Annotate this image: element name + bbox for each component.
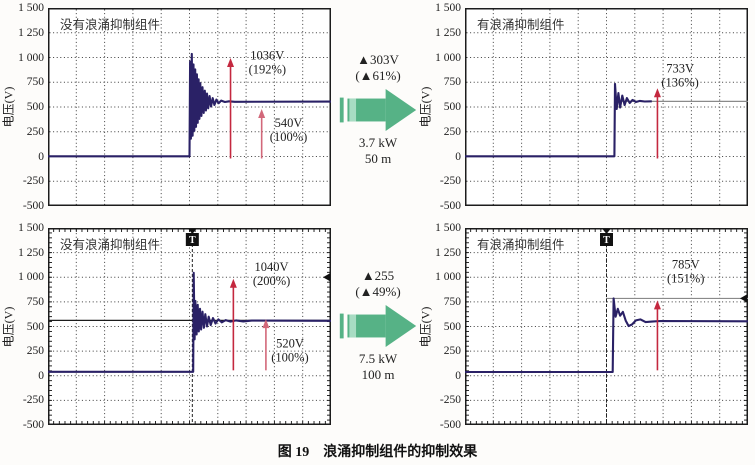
measurement-arrow-head-icon — [653, 88, 661, 98]
y-axis-tick: 0 — [38, 150, 44, 163]
value-annotation: (100%) — [270, 130, 308, 144]
trigger-marker — [185, 233, 199, 246]
measurement-arrow-head-icon — [229, 278, 237, 288]
delta-percent-label: (▲61%) — [355, 68, 401, 83]
transition-annotation-top: ▲303V (▲61%) 3.7 kW 50 m — [332, 52, 424, 167]
plot-border — [48, 228, 331, 425]
y-axis-tick: 0 — [38, 369, 44, 382]
y-axis-tick: 1 500 — [435, 222, 461, 234]
y-axis-tick: 1 500 — [18, 2, 44, 14]
voltage-trace — [465, 297, 748, 374]
y-axis-tick: 1 250 — [18, 246, 44, 259]
figure-number: 图 19 — [277, 445, 310, 460]
y-axis-tick: 1 250 — [435, 246, 461, 259]
distance-label: 100 m — [361, 367, 395, 382]
y-axis-tick: 500 — [26, 320, 44, 333]
y-axis-tick: 1 500 — [435, 2, 461, 14]
trigger-label: T — [603, 235, 610, 246]
plot-border — [465, 228, 748, 425]
y-axis-tick: 1 000 — [18, 51, 44, 64]
distance-label: 50 m — [364, 151, 392, 166]
value-annotation: 1036V — [250, 48, 284, 62]
trigger-label: T — [189, 235, 196, 246]
delta-voltage-label: ▲255 — [361, 268, 395, 283]
trigger-marker — [600, 233, 613, 246]
measurement-arrow-head-icon — [227, 57, 235, 67]
measurement-arrow-head-icon — [262, 319, 270, 329]
chart-plot: T 785V(151%) 有浪涌抑制组件 — [465, 228, 748, 425]
y-axis-tick: 750 — [26, 295, 44, 308]
plot-border — [465, 8, 748, 206]
trigger-arrow-icon — [188, 229, 197, 234]
measurement-arrow-head-icon — [258, 108, 266, 118]
value-annotation: 733V — [666, 61, 694, 75]
y-axis-tick: -250 — [439, 175, 461, 188]
voltage-trace — [465, 82, 652, 158]
value-annotation: 520V — [276, 337, 304, 351]
figure-title: 浪涌抑制组件的抑制效果 — [323, 445, 478, 460]
value-annotation: (192%) — [249, 62, 287, 76]
plot-border — [48, 8, 331, 206]
y-axis-tick: -250 — [22, 394, 44, 407]
power-label: 3.7 kW — [358, 135, 398, 150]
y-axis-tick: -500 — [439, 419, 461, 431]
value-annotation: (100%) — [271, 351, 309, 365]
chart-plot: 733V(136%) 有浪涌抑制组件 — [465, 8, 748, 206]
y-axis-tick: 750 — [26, 76, 44, 89]
voltage-trace — [48, 271, 331, 373]
value-annotation: 1040V — [255, 260, 289, 274]
chart-title: 没有浪涌抑制组件 — [60, 237, 160, 252]
value-annotation: (136%) — [661, 75, 699, 89]
measurement-arrow-head-icon — [653, 300, 661, 310]
green-right-arrow-icon — [339, 89, 417, 131]
y-axis-tick: -500 — [22, 200, 44, 212]
y-axis-tick: -500 — [439, 200, 461, 212]
y-axis-tick: -250 — [439, 394, 461, 407]
y-axis-tick: 500 — [26, 101, 44, 113]
green-right-arrow-icon — [339, 305, 417, 347]
edge-cursor-icon — [323, 273, 330, 282]
chart-title: 有浪涌抑制组件 — [477, 237, 565, 252]
value-annotation: (151%) — [667, 271, 705, 285]
y-axis-label: 电压(V) — [1, 86, 16, 128]
value-annotation: (200%) — [253, 274, 291, 288]
y-axis-label: 电压(V) — [1, 306, 16, 347]
value-annotation: 785V — [672, 257, 700, 271]
y-axis-tick: -250 — [22, 175, 44, 188]
y-axis-tick: 1 250 — [18, 26, 44, 39]
y-axis-tick: 250 — [26, 125, 44, 138]
transition-annotation-bottom: ▲255 (▲49%) 7.5 kW 100 m — [332, 268, 424, 383]
power-label: 7.5 kW — [358, 351, 398, 366]
voltage-trace — [48, 52, 331, 158]
y-axis-tick: 1 250 — [435, 26, 461, 39]
delta-percent-label: (▲49%) — [355, 284, 401, 299]
edge-cursor-icon — [740, 294, 747, 303]
chart-title: 没有浪涌抑制组件 — [60, 17, 160, 32]
trigger-arrow-icon — [602, 229, 611, 234]
chart-plot: T 1040V(200%) 520V(100%) 没有浪涌抑制组件 — [48, 228, 331, 425]
figure-caption: 图 19 浪涌抑制组件的抑制效果 — [0, 441, 755, 461]
y-axis-tick: 1 500 — [18, 222, 44, 234]
y-axis-tick: -500 — [22, 419, 44, 431]
y-axis-tick: 1 000 — [18, 271, 44, 284]
delta-voltage-label: ▲303V — [357, 52, 399, 67]
y-axis-tick: 250 — [26, 345, 44, 358]
chart-title: 有浪涌抑制组件 — [477, 17, 565, 32]
value-annotation: 540V — [275, 116, 303, 130]
chart-plot: 1036V(192%) 540V(100%) 没有浪涌抑制组件 — [48, 8, 331, 206]
